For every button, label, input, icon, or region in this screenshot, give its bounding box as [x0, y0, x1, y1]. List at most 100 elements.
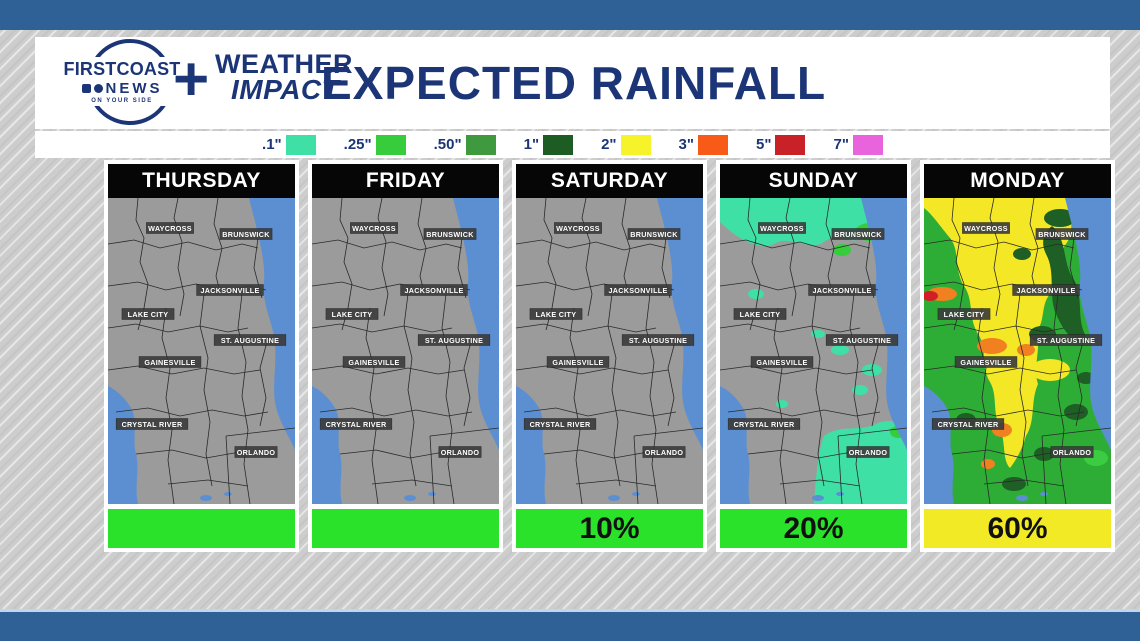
day-panel-friday: FRIDAY WAYCROSS BRUNSWICK JACKSONVILLE LAKE …	[308, 160, 503, 552]
legend-item: 2"	[601, 134, 651, 155]
legend-label: 5"	[756, 136, 772, 153]
legend-swatch	[852, 134, 883, 155]
legend-label: .50"	[433, 136, 462, 153]
svg-text:GAINESVILLE: GAINESVILLE	[756, 358, 807, 367]
city-label: GAINESVILLE	[750, 356, 814, 368]
svg-text:ORLANDO: ORLANDO	[237, 448, 276, 457]
city-label: ORLANDO	[234, 446, 278, 458]
legend-item: 7"	[833, 134, 883, 155]
city-label: BRUNSWICK	[219, 228, 273, 240]
svg-text:BRUNSWICK: BRUNSWICK	[222, 230, 270, 239]
city-label: ORLANDO	[438, 446, 482, 458]
forecast-map-thursday: WAYCROSS BRUNSWICK JACKSONVILLE LAKE CITY ST…	[107, 197, 296, 505]
svg-text:ORLANDO: ORLANDO	[645, 448, 684, 457]
city-label: ORLANDO	[1050, 446, 1094, 458]
svg-text:CRYSTAL RIVER: CRYSTAL RIVER	[530, 420, 591, 429]
brand-tagline: ON YOUR SIDE	[91, 98, 153, 104]
page-title: EXPECTED RAINFALL	[321, 57, 827, 109]
svg-text:GAINESVILLE: GAINESVILLE	[552, 358, 603, 367]
city-label: LAKE CITY	[937, 308, 991, 320]
legend-item: 3"	[678, 134, 729, 155]
svg-text:JACKSONVILLE: JACKSONVILLE	[200, 286, 259, 295]
city-label: WAYCROSS	[554, 222, 602, 234]
top-blue-bar	[0, 0, 1140, 30]
city-label: WAYCROSS	[962, 222, 1010, 234]
legend-swatch	[775, 134, 806, 155]
svg-text:CRYSTAL RIVER: CRYSTAL RIVER	[938, 420, 999, 429]
rainfall-legend: .1" .25" .50" 1" 2" 3" 5" 7"	[35, 131, 1110, 158]
plus-sign: +	[173, 45, 210, 114]
svg-text:ST. AUGUSTINE: ST. AUGUSTINE	[1037, 336, 1095, 345]
legend-item: .25"	[343, 134, 406, 155]
svg-text:CRYSTAL RIVER: CRYSTAL RIVER	[122, 420, 183, 429]
city-label: ST. AUGUSTINE	[621, 334, 695, 346]
city-label: JACKSONVILLE	[604, 284, 672, 296]
svg-text:WAYCROSS: WAYCROSS	[556, 224, 600, 233]
svg-text:BRUNSWICK: BRUNSWICK	[834, 230, 882, 239]
city-label: ST. AUGUSTINE	[825, 334, 899, 346]
legend-label: 3"	[678, 136, 695, 153]
legend-label: .1"	[262, 136, 282, 153]
svg-text:GAINESVILLE: GAINESVILLE	[348, 358, 399, 367]
city-label: LAKE CITY	[121, 308, 175, 320]
day-panel-sunday: SUNDAY WAYCROSS BRUNSWICK JACKSONVILLE LAKE …	[716, 160, 911, 552]
forecast-map-monday: WAYCROSS BRUNSWICK JACKSONVILLE LAKE CITY ST…	[922, 197, 1112, 505]
legend-item: .50"	[433, 134, 496, 155]
legend-label: .25"	[343, 136, 372, 153]
abc-icon	[93, 84, 103, 93]
legend-swatch	[620, 134, 651, 155]
city-label: BRUNSWICK	[627, 228, 681, 240]
day-panels: THURSDAY WAYCROSS BRUNSWICK JACKSONVILLE LAK…	[104, 160, 1115, 552]
day-panel-saturday: SATURDAY WAYCROSS BRUNSWICK JACKSONVILLE LAK…	[512, 160, 707, 552]
svg-text:CRYSTAL RIVER: CRYSTAL RIVER	[734, 420, 795, 429]
city-label: JACKSONVILLE	[808, 284, 876, 296]
city-label: LAKE CITY	[325, 308, 379, 320]
city-label: CRYSTAL RIVER	[931, 418, 1005, 430]
legend-label: 1"	[523, 136, 540, 153]
city-label: LAKE CITY	[529, 308, 583, 320]
city-label: ST. AUGUSTINE	[1029, 334, 1103, 346]
city-label: GAINESVILLE	[954, 356, 1018, 368]
brand-name: FIRSTCOAST	[63, 59, 181, 79]
city-label: JACKSONVILLE	[196, 284, 264, 296]
city-label: GAINESVILLE	[546, 356, 610, 368]
map-container: WAYCROSS BRUNSWICK JACKSONVILLE LAKE CITY ST…	[922, 197, 1112, 505]
city-label: ORLANDO	[846, 446, 890, 458]
city-label: WAYCROSS	[146, 222, 194, 234]
rain-chance-bar: 10%	[516, 509, 703, 548]
svg-text:ORLANDO: ORLANDO	[1053, 448, 1092, 457]
svg-text:LAKE CITY: LAKE CITY	[740, 310, 781, 319]
city-label: JACKSONVILLE	[400, 284, 468, 296]
svg-text:LAKE CITY: LAKE CITY	[332, 310, 373, 319]
svg-text:GAINESVILLE: GAINESVILLE	[144, 358, 195, 367]
city-label: ST. AUGUSTINE	[417, 334, 491, 346]
day-name: SUNDAY	[720, 164, 907, 198]
weather-impact-logo: WEATHER IMPACT	[215, 49, 353, 105]
city-label: CRYSTAL RIVER	[319, 418, 393, 430]
svg-text:JACKSONVILLE: JACKSONVILLE	[1016, 286, 1075, 295]
day-name: FRIDAY	[312, 164, 499, 198]
station-logo: FIRSTCOAST NEWS ON YOUR SIDE + WEATHER I…	[35, 37, 353, 129]
svg-text:JACKSONVILLE: JACKSONVILLE	[608, 286, 667, 295]
rain-chance-bar	[312, 509, 499, 548]
svg-text:WAYCROSS: WAYCROSS	[760, 224, 804, 233]
legend-swatch	[285, 134, 316, 155]
svg-text:JACKSONVILLE: JACKSONVILLE	[404, 286, 463, 295]
svg-text:BRUNSWICK: BRUNSWICK	[630, 230, 678, 239]
city-label: WAYCROSS	[758, 222, 806, 234]
svg-text:ORLANDO: ORLANDO	[849, 448, 888, 457]
city-label: BRUNSWICK	[1035, 228, 1089, 240]
city-label: BRUNSWICK	[831, 228, 885, 240]
city-label: WAYCROSS	[350, 222, 398, 234]
brand-news: NEWS	[105, 80, 163, 97]
svg-text:WAYCROSS: WAYCROSS	[352, 224, 396, 233]
rain-chance-bar: 20%	[720, 509, 907, 548]
day-name: MONDAY	[924, 164, 1111, 198]
legend-swatch	[375, 134, 406, 155]
bottom-accent-line	[0, 609, 1140, 612]
legend-swatch	[543, 134, 574, 155]
svg-text:ST. AUGUSTINE: ST. AUGUSTINE	[629, 336, 687, 345]
bottom-blue-bar	[0, 612, 1140, 641]
svg-text:ORLANDO: ORLANDO	[441, 448, 480, 457]
legend-swatch	[698, 134, 729, 155]
